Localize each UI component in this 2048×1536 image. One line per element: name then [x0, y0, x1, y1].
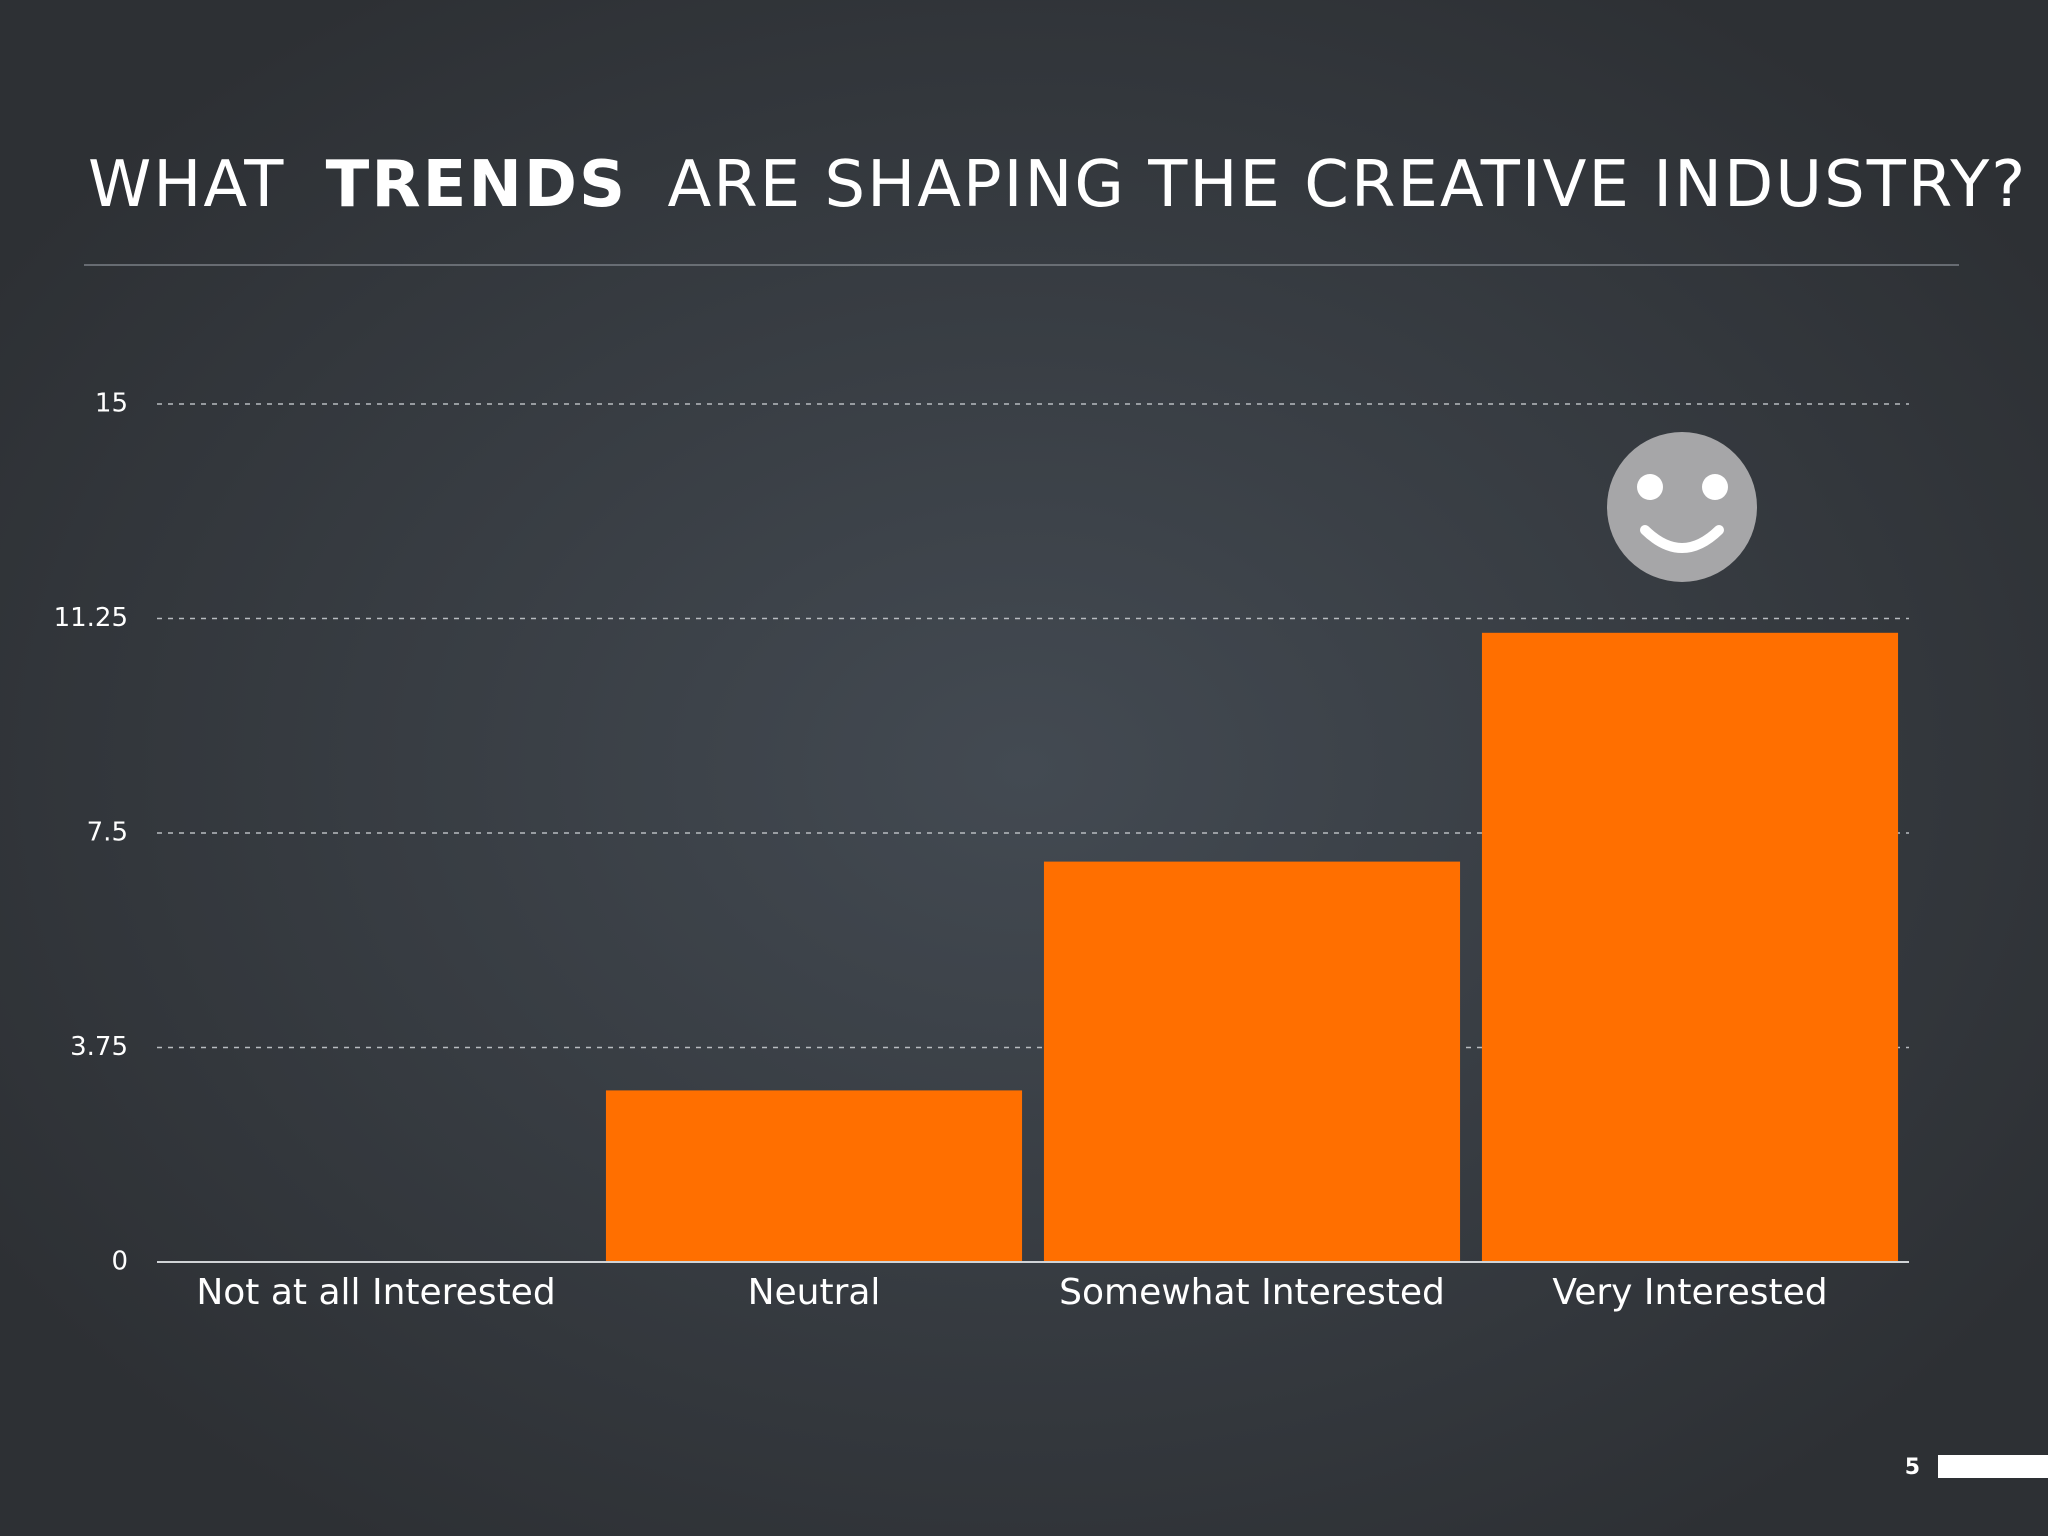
- x-tick-label: Not at all Interested: [196, 1272, 555, 1313]
- page-number: 5: [1905, 1455, 1920, 1480]
- x-tick-label: Somewhat Interested: [1059, 1272, 1445, 1313]
- y-tick-label: 15: [95, 389, 128, 419]
- smiley: [1607, 432, 1757, 582]
- title-emphasis: TRENDS: [326, 148, 627, 222]
- y-tick-label: 11.25: [54, 603, 128, 633]
- y-tick-label: 7.5: [87, 818, 128, 848]
- x-tick-label: Neutral: [748, 1272, 881, 1313]
- y-tick-label: 0: [111, 1247, 128, 1277]
- bar: [605, 1090, 1023, 1262]
- y-tick-label: 3.75: [70, 1032, 128, 1062]
- bar: [1043, 861, 1461, 1262]
- x-tick-label: Very Interested: [1552, 1272, 1827, 1313]
- title-part: ARE SHAPING THE CREATIVE INDUSTRY?: [667, 148, 2027, 222]
- page-marker: [1938, 1455, 2048, 1478]
- bar: [1481, 632, 1899, 1262]
- title-part: WHAT: [88, 148, 285, 222]
- chart-title: WHAT TRENDS ARE SHAPING THE CREATIVE IND…: [88, 148, 2027, 222]
